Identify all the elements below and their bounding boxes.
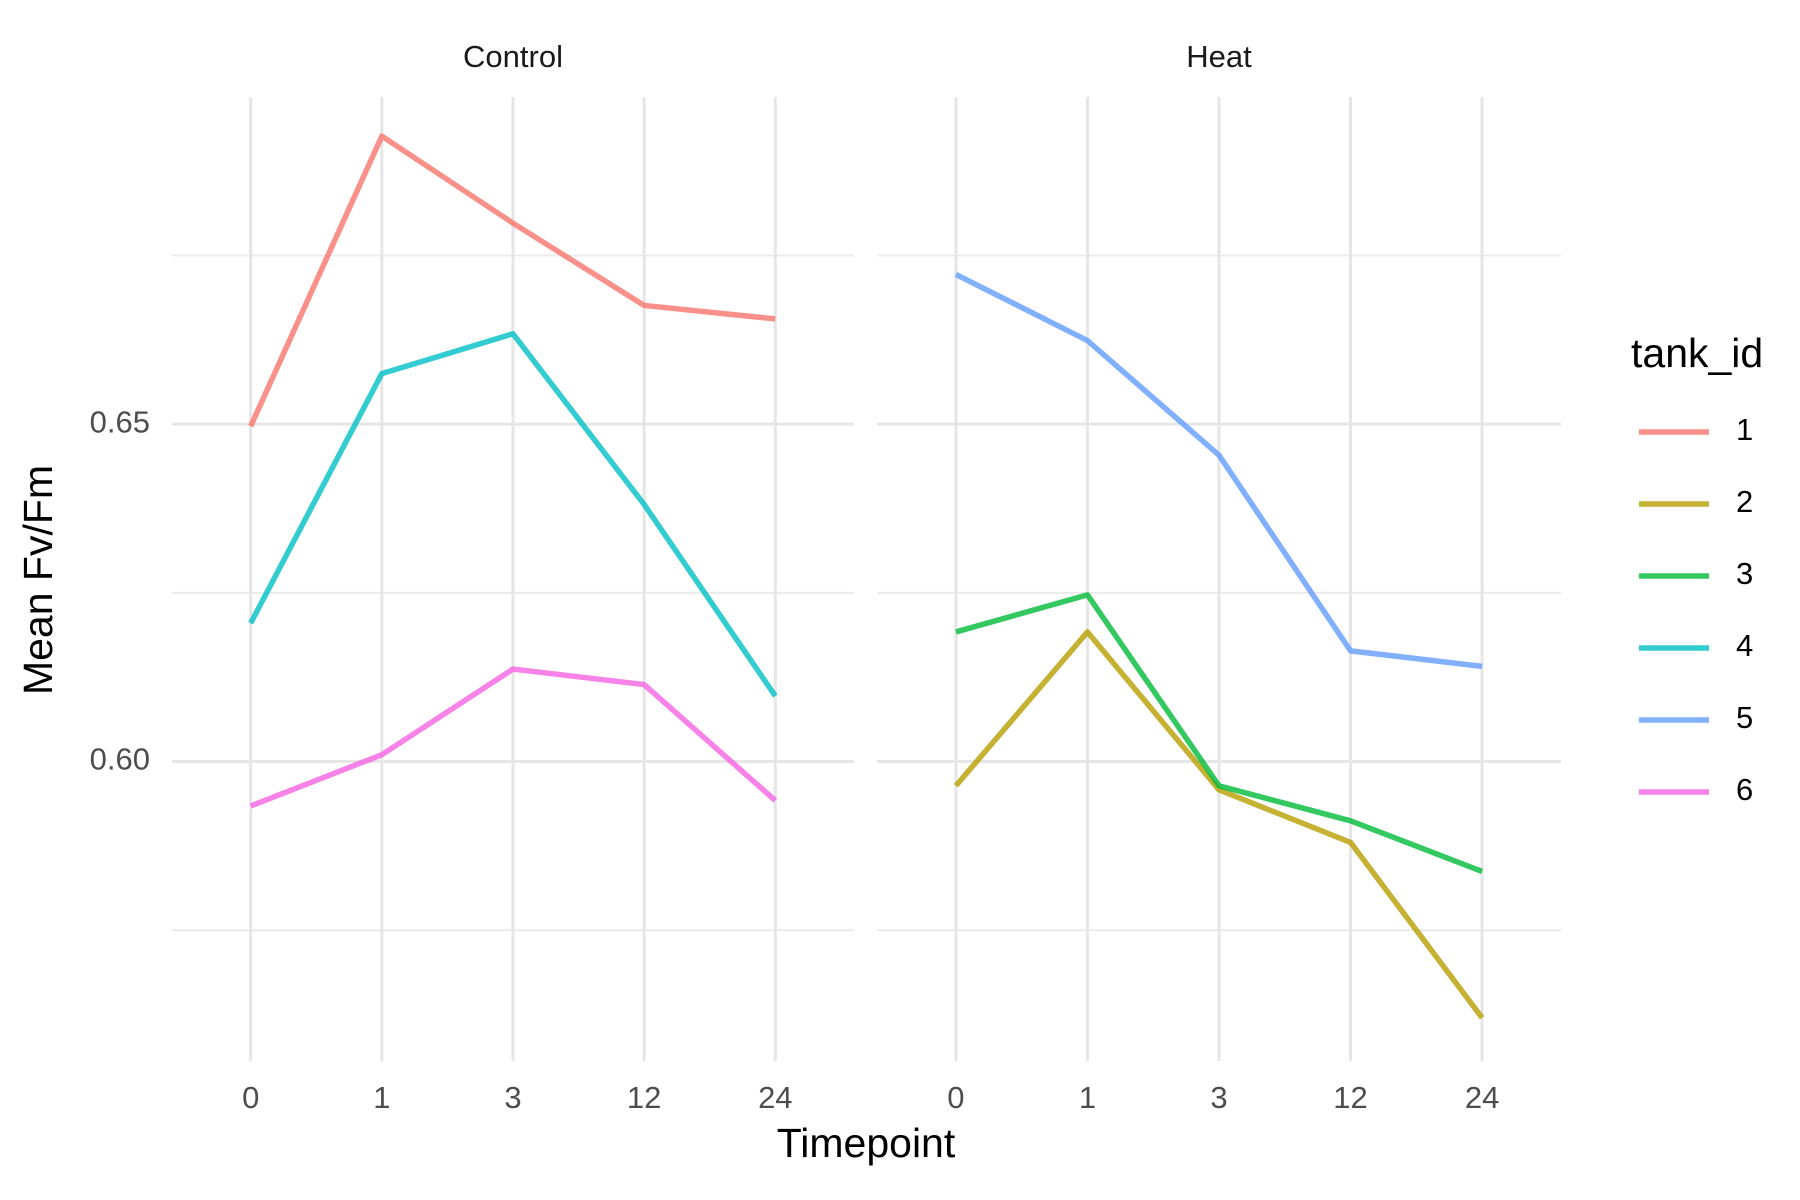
x-tick-label: 3 bbox=[504, 1080, 521, 1115]
x-tick-label: 24 bbox=[758, 1080, 792, 1115]
data-line bbox=[954, 271, 1483, 670]
data-line bbox=[248, 331, 778, 698]
x-tick-label: 0 bbox=[947, 1080, 964, 1115]
x-tick-label: 24 bbox=[1465, 1080, 1499, 1115]
legend-label: 5 bbox=[1736, 700, 1753, 735]
x-tick-label: 3 bbox=[1210, 1080, 1227, 1115]
x-tick-label: 0 bbox=[242, 1080, 259, 1115]
x-tick-label: 1 bbox=[1079, 1080, 1096, 1115]
y-tick-label: 0.65 bbox=[90, 404, 150, 439]
data-line bbox=[248, 133, 776, 428]
legend-label: 2 bbox=[1736, 484, 1753, 519]
y-tick-label: 0.60 bbox=[90, 742, 150, 777]
y-axis-title: Mean Fv/Fm bbox=[15, 465, 61, 695]
x-tick-label: 12 bbox=[1333, 1080, 1367, 1115]
x-axis-title: Timepoint bbox=[777, 1120, 956, 1166]
data-line bbox=[955, 592, 1484, 875]
strip-title: Heat bbox=[1186, 39, 1252, 74]
legend-title: tank_id bbox=[1631, 330, 1763, 376]
legend-label: 4 bbox=[1736, 628, 1753, 663]
x-tick-label: 1 bbox=[373, 1080, 390, 1115]
strip-title: Control bbox=[463, 39, 563, 74]
data-line bbox=[953, 629, 1485, 1020]
legend-label: 6 bbox=[1736, 772, 1753, 807]
legend-label: 3 bbox=[1736, 556, 1753, 591]
legend-label: 1 bbox=[1736, 412, 1753, 447]
x-tick-label: 12 bbox=[627, 1080, 661, 1115]
data-line bbox=[249, 666, 778, 809]
